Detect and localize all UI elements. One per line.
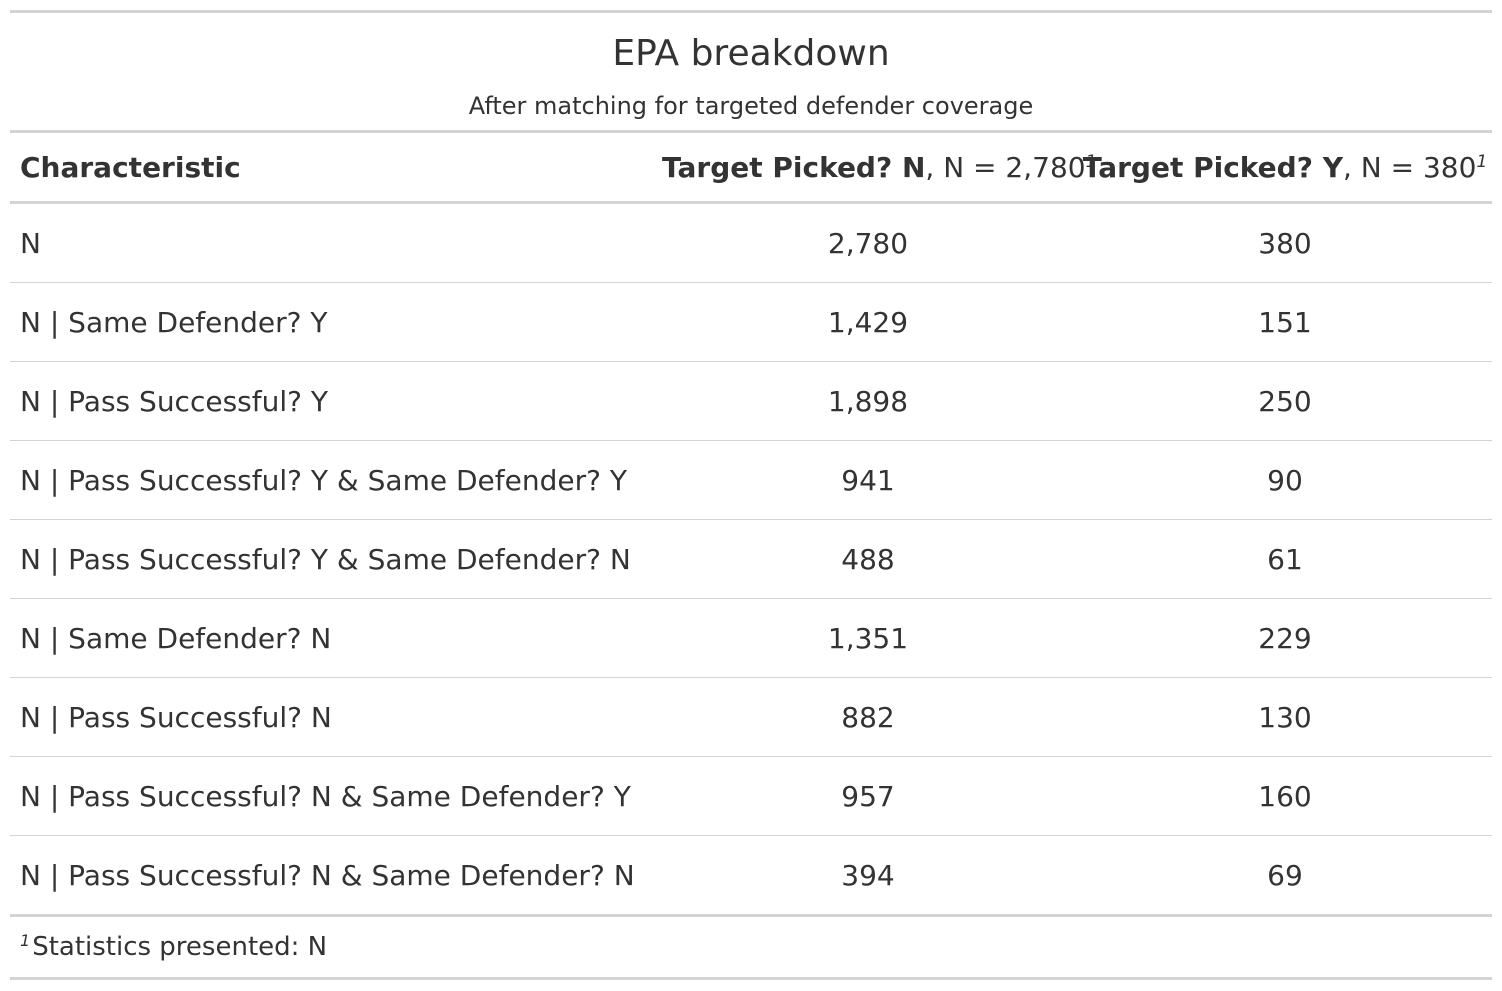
summary-table: EPA breakdown After matching for targete…: [10, 10, 1492, 980]
footnote-text: Statistics presented: N: [32, 932, 328, 962]
table-row: N | Pass Successful? N & Same Defender? …: [10, 756, 1492, 836]
cell-target-picked-n: 941: [658, 440, 1078, 520]
cell-target-picked-n: 488: [658, 519, 1078, 599]
row-label: N | Same Defender? N: [10, 598, 658, 678]
table-row: N 2,780 380: [10, 202, 1492, 283]
cell-target-picked-y: 160: [1078, 756, 1492, 836]
cell-target-picked-n: 2,780: [658, 202, 1078, 283]
table-title: EPA breakdown: [612, 33, 890, 74]
header-row: Characteristic Target Picked? N, N = 2,7…: [10, 133, 1492, 204]
cell-target-picked-y: 151: [1078, 282, 1492, 362]
table-row: N | Pass Successful? Y & Same Defender? …: [10, 440, 1492, 520]
cell-target-picked-n: 882: [658, 677, 1078, 757]
row-label: N | Pass Successful? Y & Same Defender? …: [10, 440, 658, 520]
row-label: N | Pass Successful? N & Same Defender? …: [20, 858, 635, 892]
row-label: N | Pass Successful? Y & Same Defender? …: [10, 519, 658, 599]
row-label: N | Pass Successful? N: [10, 677, 658, 757]
cell-target-picked-n: 394: [841, 858, 895, 892]
table-row: N | Pass Successful? Y & Same Defender? …: [10, 519, 1492, 599]
cell-target-picked-n: 1,898: [658, 361, 1078, 441]
cell-target-picked-y: 130: [1078, 677, 1492, 757]
cell-target-picked-y: 229: [1078, 598, 1492, 678]
column-header-label: Target Picked? N: [662, 150, 926, 184]
cell-target-picked-y: 90: [1078, 440, 1492, 520]
table-row: N | Same Defender? N 1,351 229: [10, 598, 1492, 678]
row-label: N | Same Defender? Y: [10, 282, 658, 362]
row-label: N: [10, 202, 658, 283]
table-row: N | Pass Successful? Y 1,898 250: [10, 361, 1492, 441]
row-label: N | Pass Successful? Y: [10, 361, 658, 441]
footnote-marker: 1: [20, 931, 31, 950]
row-label: N | Pass Successful? N & Same Defender? …: [10, 756, 658, 836]
column-header-characteristic: Characteristic: [10, 133, 658, 204]
column-header-count: , N = 2,780: [925, 150, 1086, 184]
column-header-count: , N = 380: [1342, 150, 1477, 184]
column-header-target-picked-n: Target Picked? N, N = 2,7801: [658, 133, 1096, 204]
cell-target-picked-n: 1,429: [658, 282, 1078, 362]
column-header-target-picked-y: Target Picked? Y, N = 3801: [1078, 133, 1492, 204]
table-heading: EPA breakdown After matching for targete…: [10, 13, 1492, 133]
footnote-marker: 1: [1476, 151, 1488, 172]
footnote: 1Statistics presented: N: [20, 931, 327, 963]
cell-target-picked-y: 61: [1078, 519, 1492, 599]
cell-target-picked-n: 957: [658, 756, 1078, 836]
cell-target-picked-y: 380: [1078, 202, 1492, 283]
data-table: Characteristic Target Picked? N, N = 2,7…: [10, 133, 1492, 914]
column-header-label: Target Picked? Y: [1082, 150, 1343, 184]
table-row: N | Pass Successful? N 882 130: [10, 677, 1492, 757]
table-row: N | Same Defender? Y 1,429 151: [10, 282, 1492, 362]
cell-target-picked-y: 250: [1078, 361, 1492, 441]
cell-target-picked-n: 1,351: [658, 598, 1078, 678]
table-footnotes: 1Statistics presented: N: [10, 914, 1492, 980]
cell-target-picked-y: 69: [1267, 858, 1303, 892]
table-row: N | Pass Successful? N & Same Defender? …: [10, 836, 1492, 915]
table-subtitle: After matching for targeted defender cov…: [468, 92, 1034, 120]
